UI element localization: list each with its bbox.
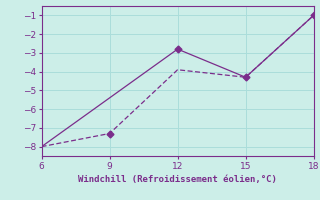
X-axis label: Windchill (Refroidissement éolien,°C): Windchill (Refroidissement éolien,°C) — [78, 175, 277, 184]
